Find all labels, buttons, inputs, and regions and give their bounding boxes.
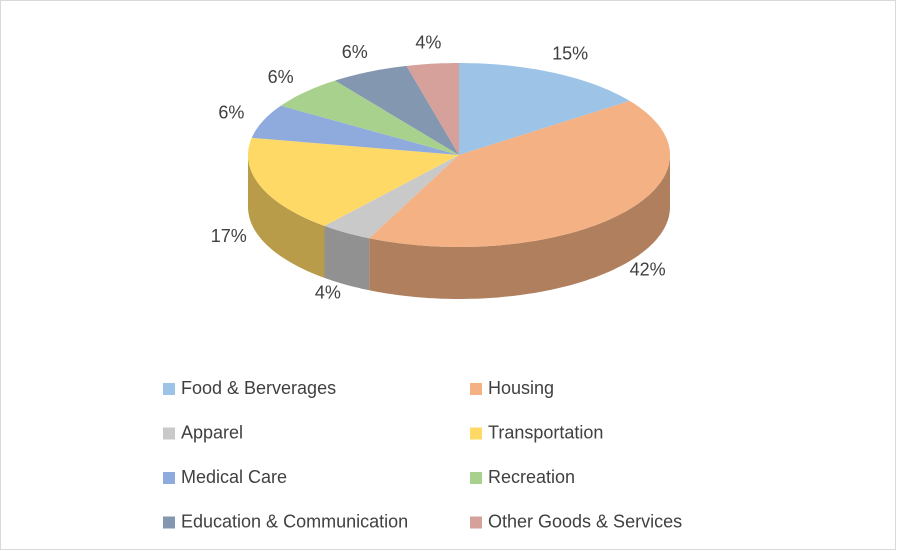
pie-side — [369, 155, 670, 299]
data-label: 4% — [415, 32, 441, 52]
pie-slice — [406, 63, 459, 155]
pie-slice — [459, 63, 630, 155]
data-label: 6% — [268, 67, 294, 87]
pie-side — [324, 225, 370, 291]
data-label: 42% — [630, 259, 666, 279]
legend-label: Recreation — [488, 467, 575, 487]
legend-swatch — [470, 472, 482, 484]
data-label: 6% — [342, 42, 368, 62]
data-label: 17% — [211, 226, 247, 246]
legend-label: Education & Communication — [181, 511, 408, 531]
pie-slice — [324, 155, 459, 239]
legend-label: Housing — [488, 378, 554, 398]
pie-side — [248, 155, 325, 278]
legend-swatch — [163, 472, 175, 484]
legend-label: Apparel — [181, 422, 243, 442]
legend-swatch — [163, 427, 175, 440]
legend-label: Other Goods & Services — [488, 511, 682, 531]
pie-slice — [369, 100, 670, 248]
legend-swatch — [163, 383, 175, 395]
legend-label: Transportation — [488, 422, 603, 442]
pie-slice — [251, 105, 459, 155]
legend-swatch — [470, 427, 482, 440]
legend-label: Medical Care — [181, 467, 287, 487]
legend-swatch — [163, 516, 175, 529]
legend-label: Food & Berverages — [181, 378, 336, 398]
data-label: 6% — [218, 102, 244, 122]
legend-swatch — [470, 383, 482, 395]
pie-slice — [335, 65, 459, 155]
legend-swatch — [470, 516, 482, 529]
pie-slice — [248, 137, 459, 226]
pie-slice — [280, 80, 459, 155]
data-label: 4% — [315, 283, 341, 303]
data-label: 15% — [552, 44, 588, 64]
